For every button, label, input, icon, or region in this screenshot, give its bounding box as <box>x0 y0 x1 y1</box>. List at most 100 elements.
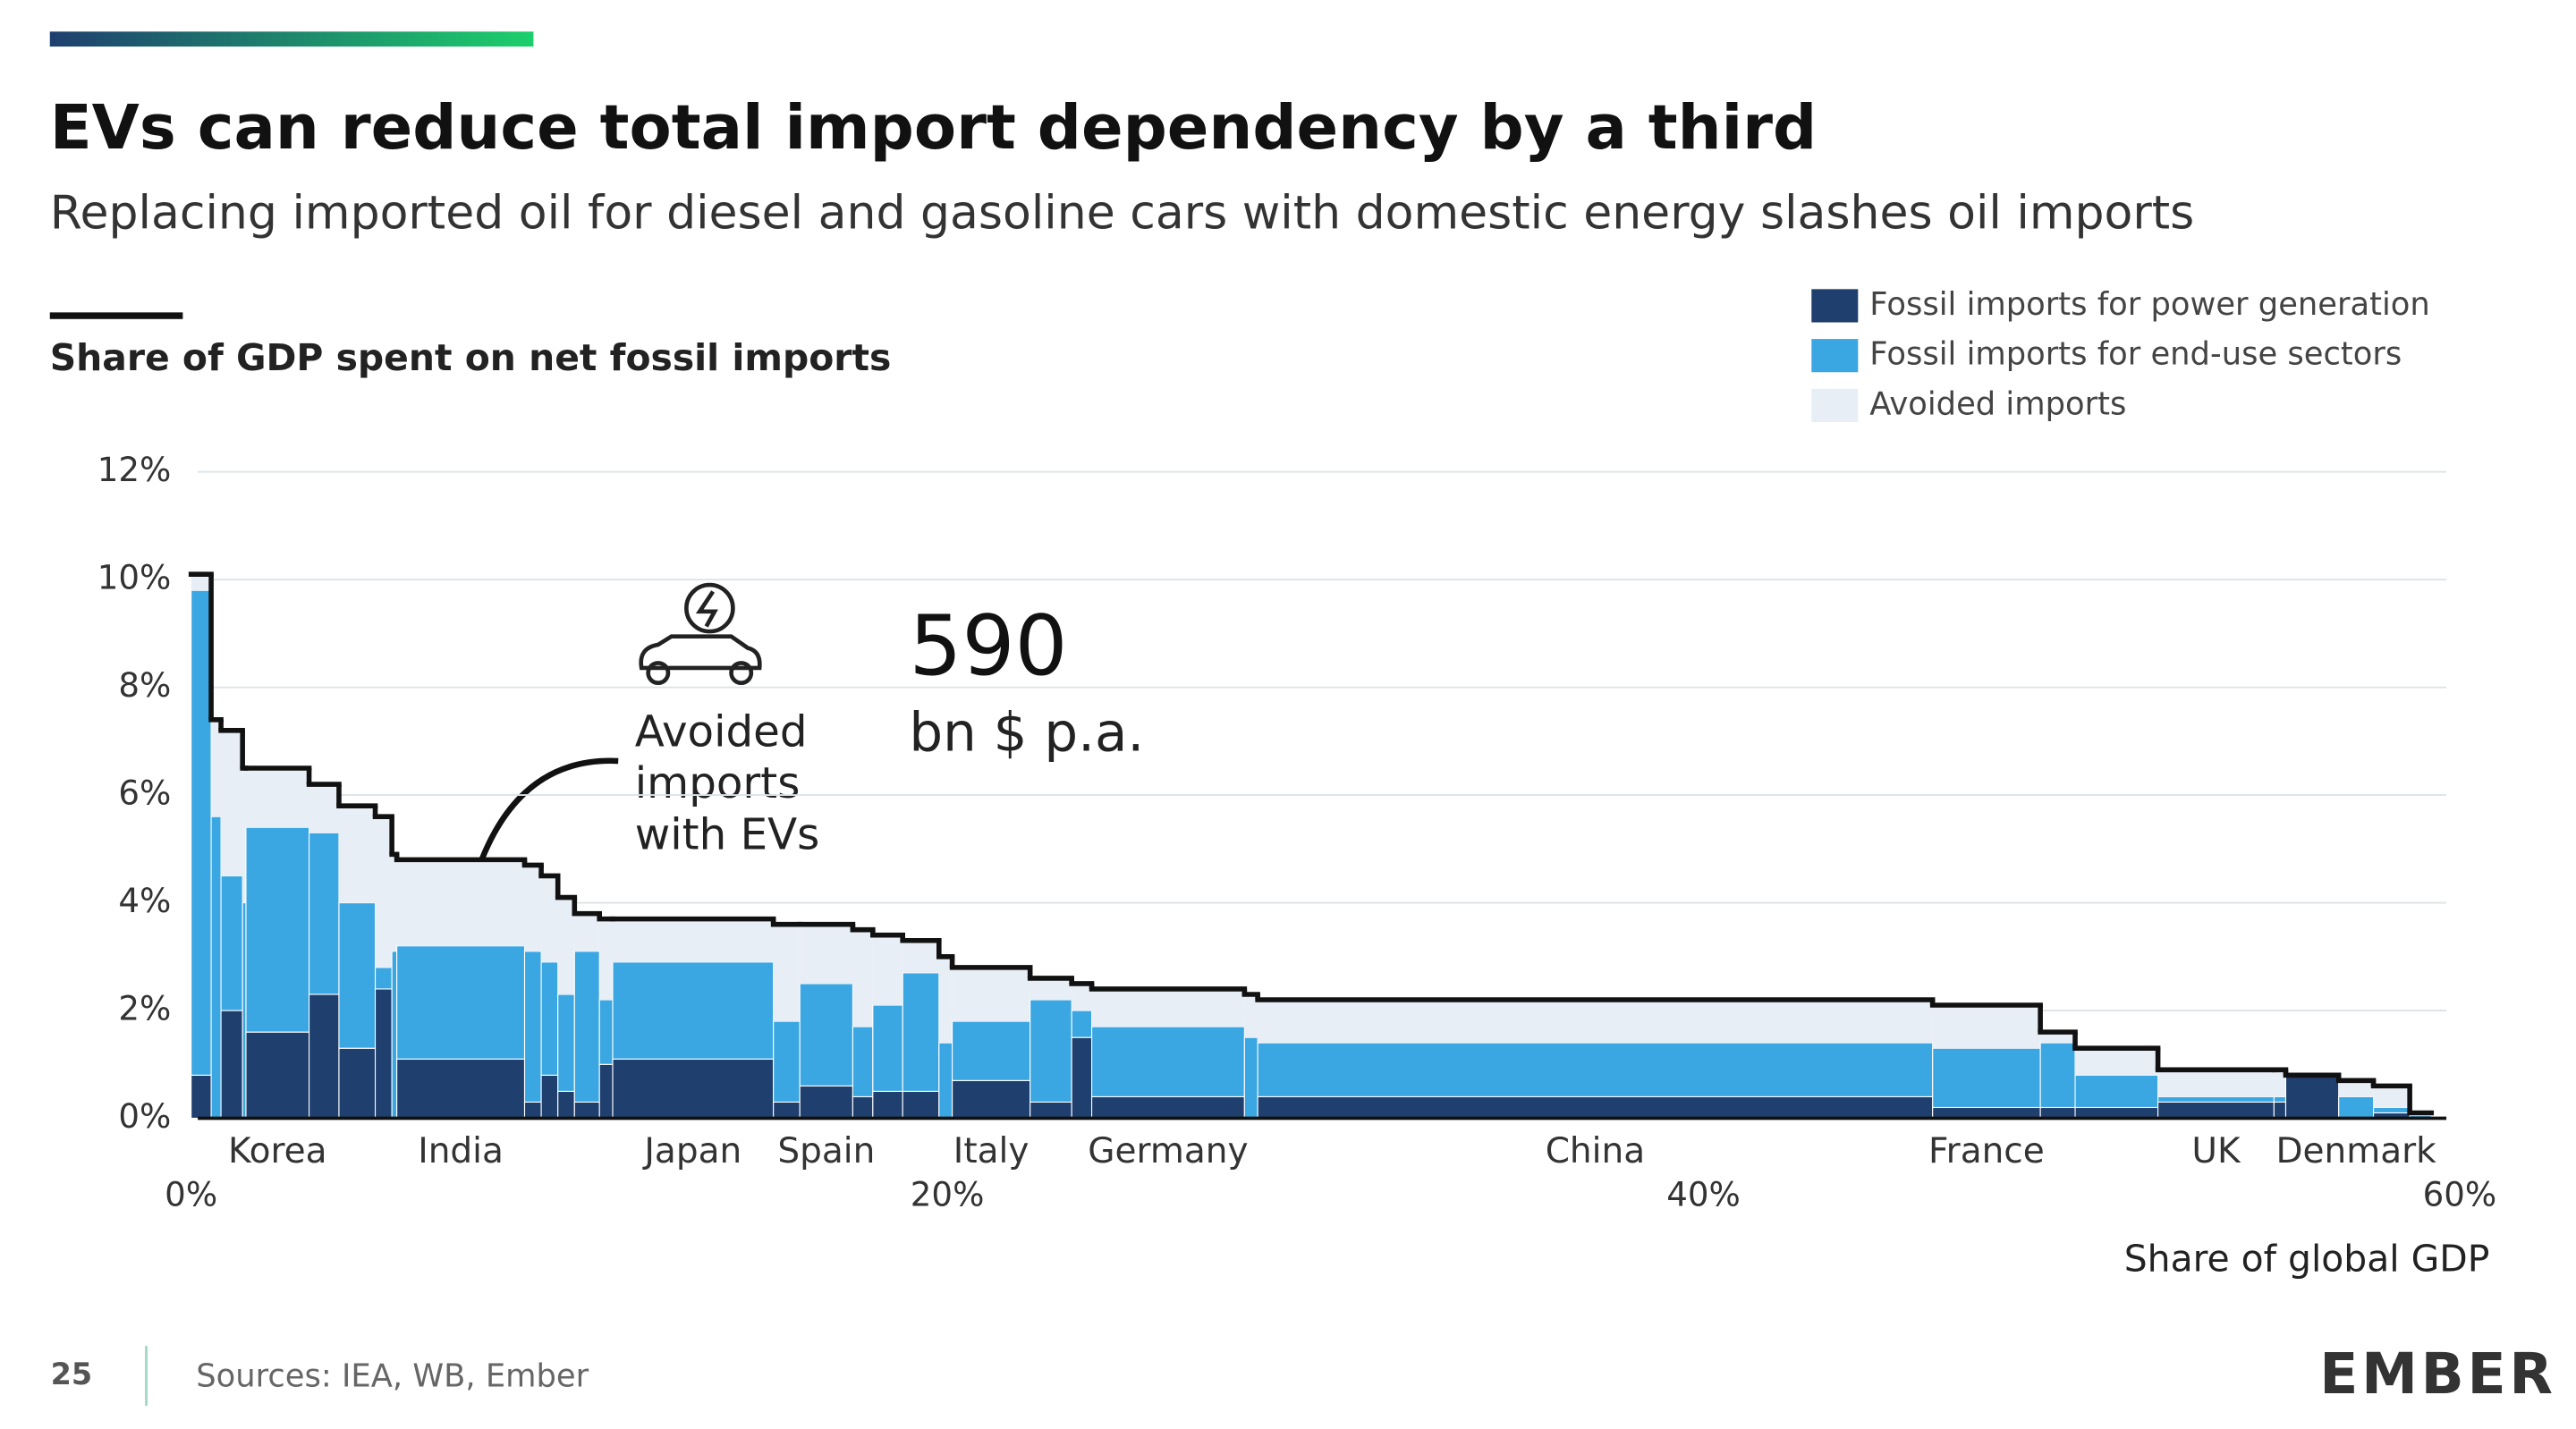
bar-segment <box>1072 983 1092 1011</box>
category-label: Germany <box>1088 1131 1248 1171</box>
bar-segment <box>872 1090 903 1120</box>
bar-segment <box>952 1079 1031 1120</box>
annotation-line: with EVs <box>635 809 820 859</box>
annotation-arrow <box>472 757 619 879</box>
y-tick-label: 6% <box>118 774 171 813</box>
bar-segment <box>242 768 246 903</box>
bar-segment <box>2284 1074 2340 1120</box>
bar-segment <box>396 1058 526 1120</box>
bar-segment <box>573 1101 600 1120</box>
bar-segment <box>598 1063 614 1120</box>
bar-segment <box>245 1031 310 1120</box>
chart-title: EVs can reduce total import dependency b… <box>50 92 1818 164</box>
bar-segment <box>221 730 243 876</box>
page-number: 25 <box>51 1357 93 1391</box>
category-label: Korea <box>228 1131 327 1171</box>
bar-segment <box>2039 1042 2076 1109</box>
y-tick-label: 4% <box>118 882 171 920</box>
bar-segment <box>938 956 953 1044</box>
bar-segment <box>2373 1106 2411 1114</box>
category-label: Japan <box>641 1131 741 1171</box>
legend-swatch <box>1811 289 1859 323</box>
x-tick-label: 40% <box>1666 1175 1741 1213</box>
bar-segment <box>1244 994 1258 1038</box>
bar-segment <box>210 816 222 1120</box>
y-tick-label: 0% <box>118 1097 171 1136</box>
legend-swatch <box>1811 339 1859 373</box>
bar-segment <box>524 865 542 951</box>
annotation-line: imports <box>635 758 801 808</box>
bar-segment <box>1091 1026 1245 1097</box>
bar-segment <box>1091 1095 1245 1120</box>
bar-segment <box>541 875 558 962</box>
bar-segment <box>1030 977 1072 1000</box>
bar-segment <box>374 988 393 1120</box>
bar-segment <box>245 826 310 1033</box>
bar-segment <box>2273 1095 2287 1103</box>
legend-label: Fossil imports for end-use sectors <box>1869 336 2402 373</box>
bar-segment <box>2373 1086 2411 1108</box>
bar-segment <box>220 1010 243 1120</box>
bar-segment <box>391 951 398 1120</box>
bar-segment <box>1932 1047 2041 1109</box>
bar-segment <box>1030 1101 1072 1120</box>
bar-segment <box>191 1074 212 1120</box>
bar-segment <box>902 940 939 973</box>
logo: EMBER <box>2319 1340 2555 1407</box>
bar-segment <box>523 1101 542 1120</box>
bar-segment <box>2338 1095 2375 1120</box>
bar-segment <box>1257 1042 1934 1097</box>
bar-segment <box>338 902 377 1049</box>
bar-segment <box>211 719 222 817</box>
x-axis-title: Share of global GDP <box>2124 1237 2490 1280</box>
bar-segment <box>245 768 309 828</box>
bar-segment <box>1258 999 1933 1044</box>
legend-label: Fossil imports for power generation <box>1869 286 2429 323</box>
bar-segment <box>952 1020 1031 1081</box>
bar-segment <box>1030 999 1072 1103</box>
bar-segment <box>540 1074 559 1120</box>
x-tick-label: 60% <box>2423 1175 2497 1213</box>
callout-unit: bn $ p.a. <box>909 702 1144 764</box>
bar-segment <box>338 1047 377 1120</box>
bar-segment <box>799 983 853 1087</box>
bar-segment <box>1243 1036 1258 1120</box>
category-label: India <box>418 1131 504 1171</box>
y-axis-title: Share of GDP spent on net fossil imports <box>50 336 892 379</box>
bar-segment <box>392 854 397 951</box>
annotation-line: Avoided <box>635 706 808 757</box>
bar-segment <box>773 1020 801 1103</box>
bar-segment <box>773 1101 801 1120</box>
bar-segment <box>872 934 903 1006</box>
legend-swatch <box>1811 388 1859 422</box>
header-accent <box>49 31 534 47</box>
bar-segment <box>242 902 247 1120</box>
chart-subtitle: Replacing imported oil for diesel and ga… <box>50 187 2195 241</box>
bar-segment <box>191 574 212 591</box>
bar-segment <box>2074 1074 2159 1109</box>
bar-segment <box>396 859 525 946</box>
bar-segment <box>952 967 1030 1022</box>
bar-segment <box>852 1026 874 1097</box>
bar-segment <box>523 951 542 1103</box>
bar-segment <box>612 918 774 962</box>
bar-segment <box>1071 1010 1093 1038</box>
bar-segment <box>540 961 559 1076</box>
bar-segment <box>338 806 376 903</box>
legend: Fossil imports for power generation Fossi… <box>1811 286 2430 422</box>
bar-segment <box>902 972 940 1092</box>
legend-label: Avoided imports <box>1869 385 2126 422</box>
bar-segment <box>573 951 600 1103</box>
bar-segment <box>852 1095 874 1120</box>
source: Sources: IEA, WB, Ember <box>196 1357 589 1394</box>
bar-segment <box>374 967 393 990</box>
bar-segment <box>612 1058 775 1120</box>
bar-segment <box>2157 1101 2275 1120</box>
bar-segment <box>557 1090 575 1120</box>
bar-segment <box>1257 1095 1934 1120</box>
bar-segment <box>2075 1048 2158 1076</box>
bar-segment <box>2040 1032 2076 1044</box>
x-tick-label: 0% <box>165 1175 217 1213</box>
